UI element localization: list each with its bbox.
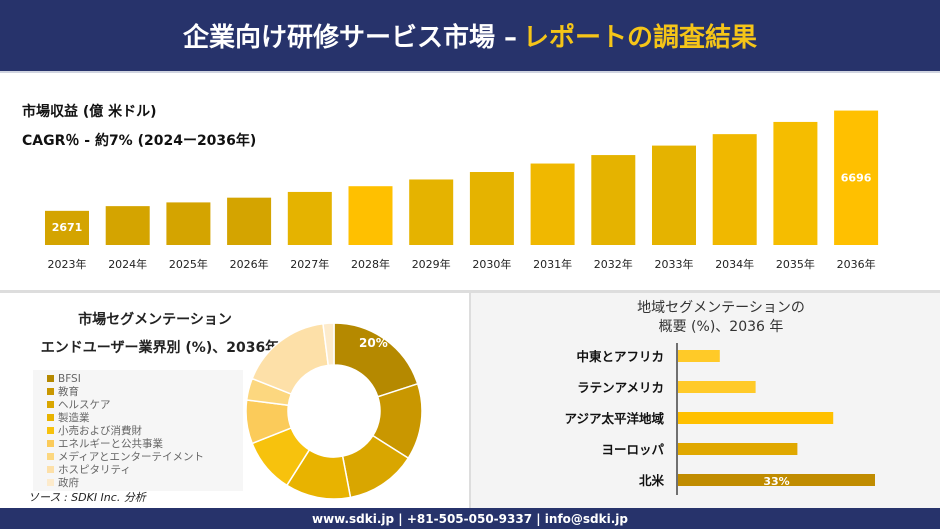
region-subtitle: 概要 (%)、2036 年 <box>658 319 784 335</box>
x-tick-label: 2035年 <box>776 257 815 271</box>
legend-label: 政府 <box>58 477 79 489</box>
x-tick-label: 2032年 <box>594 257 633 271</box>
bar-2033年 <box>652 145 696 245</box>
x-tick-label: 2023年 <box>48 257 87 271</box>
x-tick-label: 2034年 <box>715 257 754 271</box>
x-tick-label: 2027年 <box>290 257 329 271</box>
legend-item: ホスピタリティ <box>47 463 243 476</box>
slice-0 <box>333 322 419 398</box>
footer-contact: www.sdki.jp | +81-505-050-9337 | info@sd… <box>0 508 940 529</box>
segment-panel: 市場セグメンテーション エンドユーザー業界別 (%)、2036年 BFSI 教育ヘ… <box>0 293 469 508</box>
legend-swatch <box>47 427 54 434</box>
y-tick-label: アジア太平洋地域 <box>564 411 664 426</box>
x-tick-label: 2031年 <box>533 257 572 271</box>
legend-swatch <box>47 479 54 486</box>
bar-2034年 <box>712 134 757 245</box>
bar-ヨーロッパ <box>678 443 798 455</box>
slice-8 <box>322 322 335 367</box>
x-tick-label: 2026年 <box>230 257 269 271</box>
bar-2031年 <box>530 163 575 245</box>
x-tick-label: 2036年 <box>837 257 876 271</box>
legend-swatch <box>47 440 54 447</box>
data-label: 6696 <box>841 172 872 185</box>
data-label: 2671 <box>52 221 83 234</box>
y-tick-label: ラテンアメリカ <box>577 380 664 395</box>
legend-label: 教育 <box>58 386 79 398</box>
page-title: 企業向け研修サービス市場 – <box>182 23 518 53</box>
bar-アジア太平洋地域 <box>678 412 834 424</box>
x-tick-label: 2033年 <box>655 257 694 271</box>
legend-label: 製造業 <box>58 412 90 424</box>
revenue-chart-panel: 市場収益 (億 米ドル) CAGR％ - 約7% (2024ー2036年) 20… <box>0 75 940 290</box>
x-tick-label: 2024年 <box>108 257 147 271</box>
bar-2035年 <box>773 121 818 245</box>
legend-label: エネルギーと公共事業 <box>58 438 163 450</box>
bar-2027年 <box>287 191 332 245</box>
bar-2036年 <box>834 110 879 245</box>
data-label: 20% <box>359 336 388 350</box>
legend-label: 小売および消費財 <box>58 425 142 437</box>
pie-title: 市場セグメンテーション <box>78 312 232 328</box>
legend-swatch <box>47 466 54 473</box>
y-tick-label: 北米 <box>639 473 665 488</box>
source-note: ソース : SDKI Inc. 分析 <box>28 491 146 504</box>
legend-label: ヘルスケア <box>58 399 111 411</box>
x-tick-label: 2028年 <box>351 257 390 271</box>
legend-item: BFSI <box>47 372 243 385</box>
revenue-subtitle: 市場収益 (億 米ドル) <box>22 104 157 120</box>
region-title: 地域セグメンテーションの <box>637 300 805 316</box>
legend-item: 教育 <box>47 385 243 398</box>
bar-2026年 <box>227 197 272 245</box>
bar-2029年 <box>409 179 454 245</box>
legend-label: メディアとエンターテイメント <box>58 451 205 463</box>
legend-item: 政府 <box>47 476 243 489</box>
page-title-accent: レポートの調査結果 <box>523 23 758 53</box>
x-tick-label: 2030年 <box>472 257 511 271</box>
legend-item: ヘルスケア <box>47 398 243 411</box>
legend-label: BFSI <box>58 372 81 385</box>
legend-swatch <box>47 453 54 460</box>
legend-swatch <box>47 375 54 382</box>
divider <box>0 290 940 293</box>
slice-7 <box>251 322 330 396</box>
legend-swatch <box>47 401 54 408</box>
pie-subtitle: エンドユーザー業界別 (%)、2036年 <box>40 340 280 356</box>
legend-swatch <box>47 388 54 395</box>
bar-中東とアフリカ <box>678 350 720 362</box>
legend-swatch <box>47 414 54 421</box>
bar-2025年 <box>166 202 211 245</box>
bar-北米 <box>678 474 875 486</box>
header-banner: 企業向け研修サービス市場 – レポートの調査結果 <box>0 0 940 73</box>
pie-legend: BFSI 教育 ヘルスケア 製造業 小売および消費財 エネルギーと公共事業 メディアとエンタ… <box>33 370 243 491</box>
y-tick-label: 中東とアフリカ <box>576 349 664 364</box>
bar-2028年 <box>348 186 393 245</box>
x-tick-label: 2029年 <box>412 257 451 271</box>
bar-2023年 <box>45 210 89 245</box>
divider <box>469 293 471 508</box>
y-tick-label: ヨーロッパ <box>601 442 664 457</box>
legend-item: メディアとエンターテイメント <box>47 450 243 463</box>
bar-2030年 <box>469 172 514 245</box>
donut-chart: 20% <box>245 322 423 500</box>
bar-2024年 <box>105 206 150 245</box>
legend-item: 製造業 <box>47 411 243 424</box>
revenue-bar-chart: 2023年 2671 2024年 2025年 2026年 2027年 2028年 2029年 2… <box>45 110 879 271</box>
bar-2032年 <box>591 155 636 245</box>
cagr-subtitle: CAGR％ - 約7% (2024ー2036年) <box>22 133 257 149</box>
x-tick-label: 2025年 <box>169 257 208 271</box>
legend-label: ホスピタリティ <box>58 464 131 476</box>
bar-ラテンアメリカ <box>678 381 756 393</box>
legend-item: エネルギーと公共事業 <box>47 437 243 450</box>
legend-item: 小売および消費財 <box>47 424 243 437</box>
data-label: 33% <box>763 475 789 488</box>
region-panel: 地域セグメンテーションの 概要 (%)、2036 年 中東とアフリカ ラテンアメリ… <box>471 293 940 508</box>
